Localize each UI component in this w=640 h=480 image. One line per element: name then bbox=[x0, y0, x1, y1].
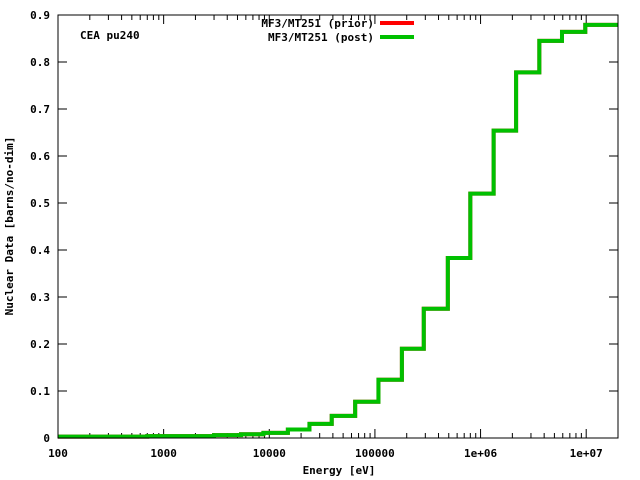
series-layer bbox=[58, 22, 618, 439]
x-tick-label: 100 bbox=[48, 447, 68, 460]
x-tick-label: 10000 bbox=[253, 447, 286, 460]
y-tick-label: 0.2 bbox=[30, 338, 50, 351]
x-tick-label: 1e+06 bbox=[464, 447, 497, 460]
x-tick-label: 100000 bbox=[355, 447, 395, 460]
y-tick-label: 0.8 bbox=[30, 56, 50, 69]
y-tick-label: 0.5 bbox=[30, 197, 50, 210]
plot-frame bbox=[57, 14, 619, 439]
y-tick-label: 0 bbox=[43, 432, 50, 445]
x-axis-label: Energy [eV] bbox=[303, 464, 376, 477]
x-tick-label: 1e+07 bbox=[570, 447, 603, 460]
ticks: 0 0.1 0.2 0.3 0.4 0.5 0.6 0.7 0.8 0.9 100 1000 10000… bbox=[30, 9, 618, 460]
y-tick-label: 0.4 bbox=[30, 244, 50, 257]
legend-label-post: MF3/MT251 (post) bbox=[268, 31, 374, 44]
legend-label-prior: MF3/MT251 (prior) bbox=[261, 17, 374, 30]
x-tick-label: 1000 bbox=[150, 447, 177, 460]
y-tick-label: 0.9 bbox=[30, 9, 50, 22]
y-tick-label: 0.7 bbox=[30, 103, 50, 116]
annotation-label: CEA pu240 bbox=[80, 29, 140, 42]
series-line-post bbox=[58, 22, 618, 439]
legend: MF3/MT251 (prior) MF3/MT251 (post) bbox=[261, 17, 414, 44]
y-tick-label: 0.3 bbox=[30, 291, 50, 304]
y-tick-label: 0.6 bbox=[30, 150, 50, 163]
y-axis-label: Nuclear Data [barns/no-dim] bbox=[3, 137, 16, 316]
y-tick-label: 0.1 bbox=[30, 385, 50, 398]
series-line-prior bbox=[58, 22, 618, 439]
